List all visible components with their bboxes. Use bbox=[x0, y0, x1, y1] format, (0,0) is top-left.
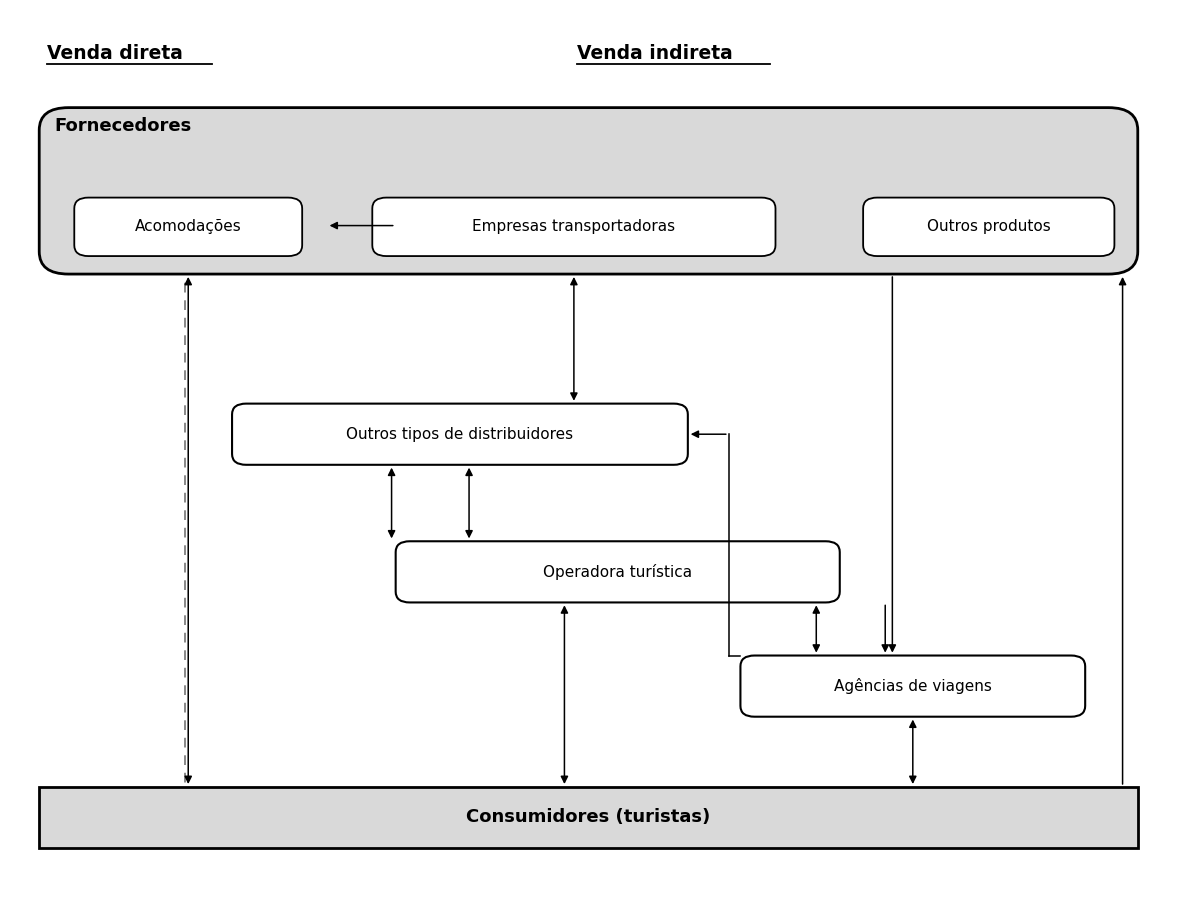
FancyBboxPatch shape bbox=[863, 198, 1115, 256]
Text: Outros produtos: Outros produtos bbox=[927, 220, 1051, 234]
FancyBboxPatch shape bbox=[372, 198, 776, 256]
Text: Empresas transportadoras: Empresas transportadoras bbox=[472, 220, 676, 234]
FancyBboxPatch shape bbox=[232, 404, 687, 465]
Text: Consumidores (turistas): Consumidores (turistas) bbox=[466, 808, 711, 826]
FancyBboxPatch shape bbox=[39, 108, 1138, 274]
Bar bbox=[39, 787, 1138, 848]
Text: Acomodações: Acomodações bbox=[135, 220, 241, 234]
FancyBboxPatch shape bbox=[74, 198, 302, 256]
FancyBboxPatch shape bbox=[740, 656, 1085, 716]
Text: Outros tipos de distribuidores: Outros tipos de distribuidores bbox=[346, 427, 573, 441]
Text: Venda indireta: Venda indireta bbox=[577, 44, 732, 63]
Text: Venda direta: Venda direta bbox=[47, 44, 184, 63]
Text: Fornecedores: Fornecedores bbox=[54, 116, 192, 134]
FancyBboxPatch shape bbox=[395, 541, 839, 602]
Text: Operadora turística: Operadora turística bbox=[543, 564, 692, 580]
Text: Agências de viagens: Agências de viagens bbox=[833, 678, 992, 694]
